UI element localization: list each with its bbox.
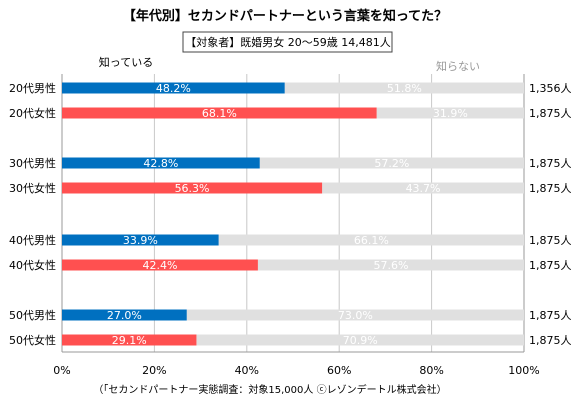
unknown-value-label: 31.9%	[433, 107, 468, 120]
bar-known	[62, 334, 197, 346]
known-value-label: 33.9%	[123, 234, 158, 247]
count-label: 1,356人	[529, 82, 571, 95]
x-tick-label: 40%	[235, 364, 259, 377]
category-label: 20代女性	[9, 106, 56, 120]
unknown-value-label: 70.9%	[343, 334, 378, 347]
x-tick-label: 100%	[508, 364, 539, 377]
unknown-value-label: 43.7%	[406, 182, 441, 195]
source-note: （「セカンドパートナー実態調査：対象15,000人 ⓒレゾンデートル株式会社）	[93, 383, 446, 396]
bar-known	[62, 234, 219, 246]
count-label: 1,875人	[529, 259, 571, 272]
category-label: 20代男性	[9, 81, 56, 95]
bar-unknown	[259, 157, 524, 169]
category-label: 40代女性	[9, 258, 56, 272]
bar-unknown	[186, 309, 525, 321]
count-label: 1,875人	[529, 334, 571, 347]
legend-unknown: 知らない	[436, 59, 480, 73]
bar-unknown	[376, 107, 524, 119]
bar-unknown	[196, 334, 524, 346]
subtitle-box	[182, 31, 393, 53]
known-value-label: 42.8%	[143, 157, 178, 170]
category-label: 30代女性	[9, 181, 56, 195]
bar-known	[62, 259, 258, 271]
x-tick-label: 0%	[53, 364, 70, 377]
bar-known	[62, 182, 323, 194]
count-label: 1,875人	[529, 309, 571, 322]
known-value-label: 27.0%	[107, 309, 142, 322]
chart-subtitle: 【対象者】既婚男女 20～59歳 14,481人	[185, 35, 390, 49]
bar-known	[62, 107, 377, 119]
category-label: 30代男性	[9, 156, 56, 170]
count-label: 1,875人	[529, 157, 571, 170]
bar-unknown	[284, 82, 524, 94]
count-label: 1,875人	[529, 182, 571, 195]
count-label: 1,875人	[529, 234, 571, 247]
bar-unknown	[257, 259, 524, 271]
known-value-label: 68.1%	[202, 107, 237, 120]
unknown-value-label: 66.1%	[354, 234, 389, 247]
known-value-label: 29.1%	[112, 334, 147, 347]
unknown-value-label: 57.2%	[374, 157, 409, 170]
unknown-value-label: 73.0%	[338, 309, 373, 322]
known-value-label: 48.2%	[156, 82, 191, 95]
category-label: 50代女性	[9, 333, 56, 347]
chart-title: 【年代別】セカンドパートナーという言葉を知ってた？	[123, 8, 447, 24]
category-label: 50代男性	[9, 308, 56, 322]
x-tick-label: 60%	[327, 364, 351, 377]
bar-known	[62, 157, 260, 169]
unknown-value-label: 57.6%	[373, 259, 408, 272]
bar-unknown	[218, 234, 525, 246]
category-label: 40代男性	[9, 233, 56, 247]
legend-known: 知っている	[99, 55, 153, 69]
bar-known	[62, 82, 285, 94]
known-value-label: 56.3%	[175, 182, 210, 195]
known-value-label: 42.4%	[142, 259, 177, 272]
bar-known	[62, 309, 187, 321]
unknown-value-label: 51.8%	[387, 82, 422, 95]
x-tick-label: 20%	[142, 364, 166, 377]
count-label: 1,875人	[529, 107, 571, 120]
x-tick-label: 80%	[419, 364, 443, 377]
bar-unknown	[322, 182, 524, 194]
